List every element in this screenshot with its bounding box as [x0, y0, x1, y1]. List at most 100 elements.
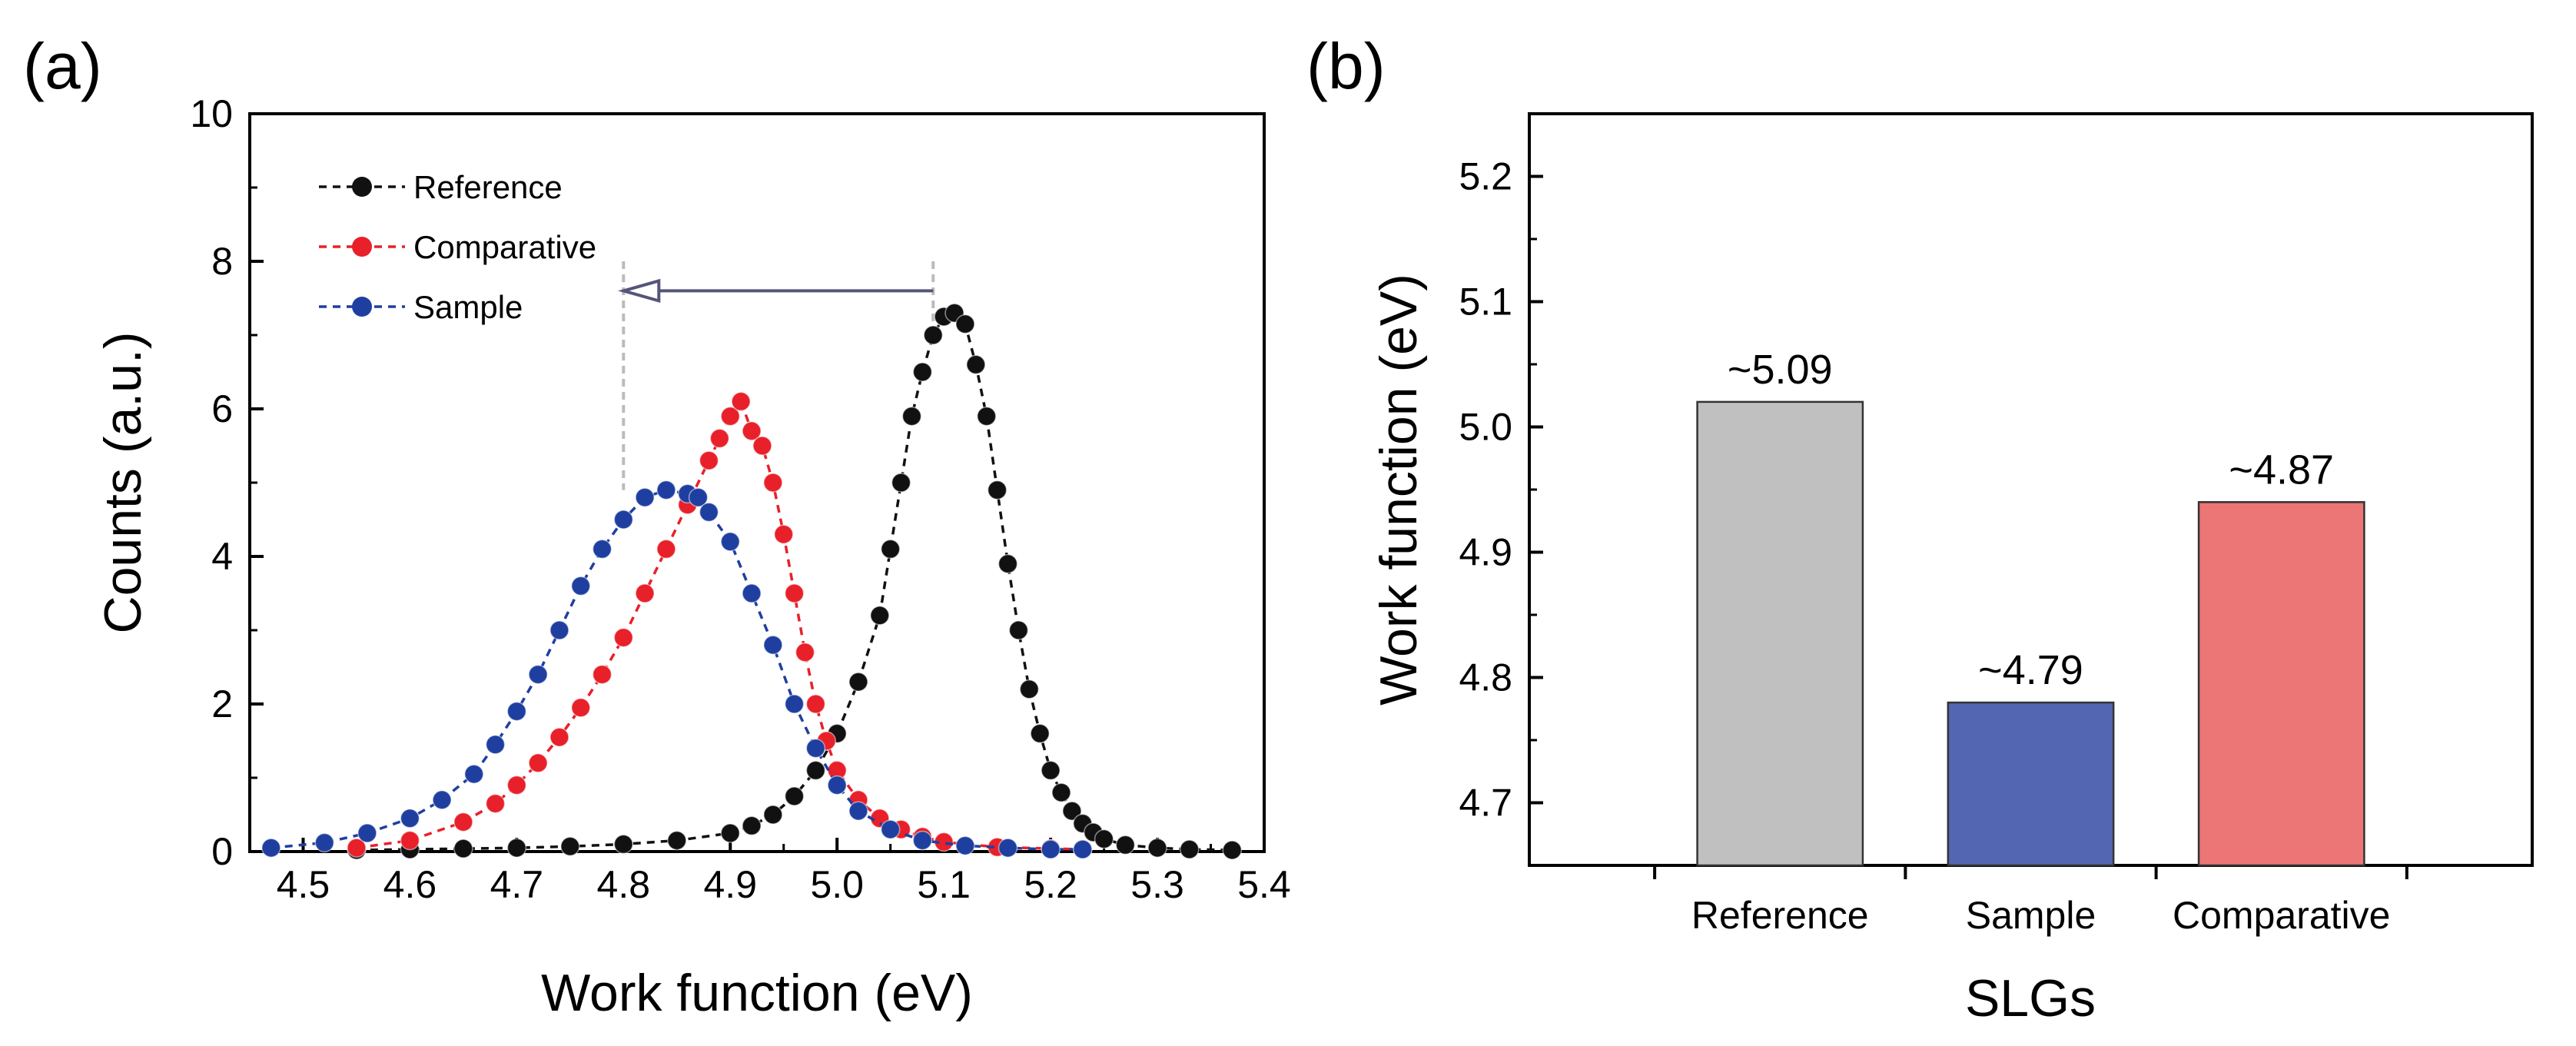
reference-point [720, 823, 741, 843]
reference-point [742, 815, 762, 836]
panel-b-axis-ticks: 4.7 4.8 4.9 5.0 5.1 5.2 [1459, 112, 2408, 879]
sample-point [570, 576, 591, 596]
panel-a-series [261, 303, 1243, 860]
x-category-label: Comparative [2173, 894, 2390, 937]
legend-label-comparative: Comparative [413, 229, 596, 265]
sample-point [549, 620, 569, 640]
shift-arrow-head [617, 278, 661, 304]
x-tick-label: 4.9 [704, 863, 758, 906]
comparative-point [485, 793, 506, 814]
sample-point [528, 664, 548, 685]
panel-a-legend: Reference Comparative Sample [319, 169, 596, 325]
bar-comparative [2197, 501, 2365, 867]
reference-point [976, 406, 997, 427]
x-tick-label: 5.4 [1237, 863, 1291, 906]
x-tick-label: 5.2 [1024, 863, 1077, 906]
x-tick-label: 5.0 [810, 863, 864, 906]
comparative-point [549, 727, 569, 747]
sample-point [656, 480, 676, 500]
comparative-point [347, 838, 367, 858]
bar-reference [1696, 400, 1864, 867]
reference-line [356, 311, 1233, 852]
reference-point [955, 314, 975, 334]
comparative-point [570, 698, 591, 718]
comparative-point [795, 643, 815, 662]
panel-a-annotations [617, 261, 935, 490]
reference-point [1222, 840, 1243, 860]
reference-point [667, 830, 687, 851]
comparative-point [763, 473, 783, 493]
sample-point [955, 835, 975, 856]
reference-point [901, 406, 922, 427]
sample-point [592, 539, 612, 560]
sample-point [314, 832, 335, 853]
sample-point [261, 838, 281, 858]
sample-point [613, 510, 634, 530]
sample-point [848, 801, 868, 821]
comparative-point [720, 406, 741, 427]
y-tick-label: 2 [211, 682, 233, 726]
panel-a-scatter-chart: (a) 4.5 4.6 4.7 4.8 4.9 5.0 5.1 5.2 5.3 5.4 0 2 4 6 8 1… [23, 30, 1291, 1022]
panel-a-letter: (a) [23, 30, 102, 102]
legend-marker-comparative [352, 237, 372, 257]
y-tick-label: 5.2 [1459, 155, 1512, 198]
sample-point [400, 809, 420, 828]
reference-point [613, 834, 634, 855]
reference-point [560, 836, 580, 857]
bar-sample [1947, 701, 2115, 867]
reference-point [923, 325, 944, 345]
sample-point [688, 487, 709, 507]
reference-point [1179, 839, 1200, 859]
reference-point [880, 539, 901, 560]
comparative-point [709, 428, 730, 449]
bar-value-label: ~5.09 [1728, 347, 1833, 393]
comparative-point [656, 539, 676, 560]
x-tick-label: 5.3 [1130, 863, 1184, 906]
comparative-point [592, 664, 612, 685]
panel-b-bar-chart: (b) 4.7 4.8 4.9 5.0 5.1 5.2 ~5.09 Reference ~4.… [1306, 30, 2534, 1028]
reference-point [912, 362, 933, 382]
x-tick-label: 5.1 [917, 863, 971, 906]
reference-point [1062, 801, 1082, 821]
sample-point [742, 583, 762, 603]
y-tick-label: 8 [211, 240, 233, 283]
sample-point [998, 838, 1018, 858]
panel-a-x-axis-label: Work function (eV) [541, 964, 973, 1022]
x-tick-label: 4.6 [383, 863, 437, 906]
legend-label-reference: Reference [413, 169, 563, 205]
reference-point [1008, 620, 1029, 640]
sample-point [784, 694, 805, 714]
comparative-point [773, 524, 794, 544]
y-tick-label: 5.0 [1459, 406, 1512, 449]
y-tick-label: 4 [211, 535, 233, 578]
sample-point [805, 738, 826, 759]
comparative-point [805, 694, 826, 714]
reference-point [1030, 723, 1050, 744]
comparative-point [635, 583, 655, 603]
legend-marker-sample [352, 297, 372, 317]
panel-b-x-axis-label: SLGs [1965, 969, 2096, 1028]
x-tick-label: 4.5 [277, 863, 330, 906]
comparative-point [784, 583, 805, 603]
panel-b-bars: ~5.09 Reference ~4.79 Sample ~4.87 Comparativ… [1691, 347, 2391, 937]
y-tick-label: 6 [211, 387, 233, 430]
reference-point [870, 606, 890, 626]
reference-point [1019, 679, 1040, 699]
sample-point [827, 775, 847, 795]
sample-point [1073, 839, 1093, 859]
y-tick-label: 4.9 [1459, 531, 1512, 574]
legend-marker-reference [352, 177, 372, 197]
sample-point [506, 701, 527, 722]
panel-b-y-axis-label: Work function (eV) [1369, 274, 1428, 706]
reference-point [763, 805, 783, 825]
comparative-point [453, 812, 473, 832]
reference-point [987, 480, 1007, 500]
bar-value-label: ~4.79 [1978, 647, 2083, 693]
reference-point [784, 786, 805, 806]
y-tick-label: 4.7 [1459, 782, 1512, 825]
sample-point [464, 764, 484, 784]
comparative-point [506, 775, 527, 795]
reference-point [1115, 835, 1136, 855]
y-tick-label: 10 [190, 92, 233, 135]
